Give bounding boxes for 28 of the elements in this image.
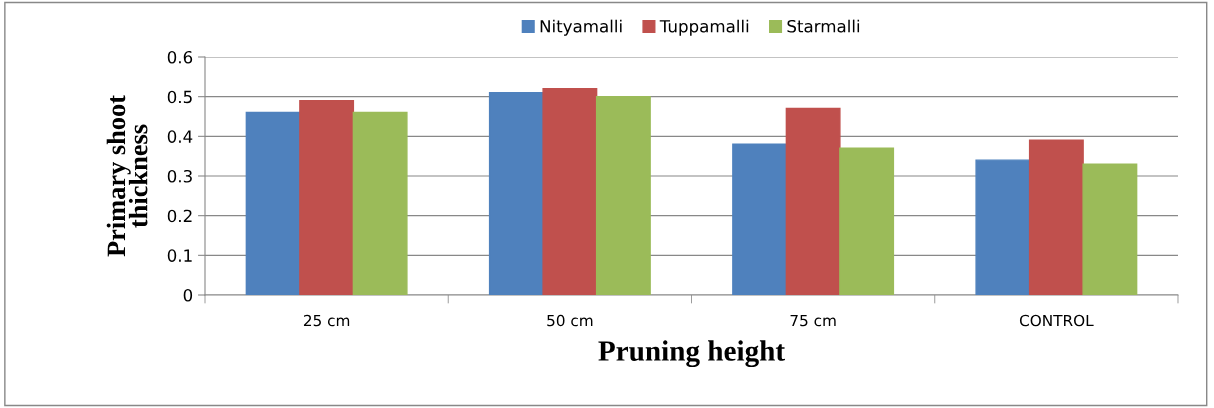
x-tick-label: 25 cm [303,314,350,327]
x-tick-label: CONTROL [1019,314,1094,327]
legend-label: Starmalli [787,19,860,33]
y-tick-label: 0.1 [167,249,192,262]
bar [542,88,598,295]
y-tick-label: 0.2 [167,209,192,223]
y-tick-label: 0.3 [167,169,192,183]
y-tick-label: 0.6 [167,50,193,64]
bar [975,159,1031,295]
y-axis-title: Primary shoot thickness [106,95,148,257]
bar [245,111,301,295]
bar [352,111,408,295]
bar [732,143,788,295]
bar [488,92,544,295]
bar [785,107,841,295]
x-tick-label: 50 cm [547,314,593,327]
legend-label: Nityamalli [540,19,622,36]
y-tick-label: 0 [183,288,193,302]
x-axis-title: Pruning height [598,340,785,368]
bar [1082,163,1138,295]
bar [839,147,895,295]
x-tick-label: 75 cm [790,314,836,327]
bar [1028,139,1084,295]
bar [299,99,355,295]
legend-label: Tuppamalli [659,19,749,36]
y-tick-label: 0.5 [167,90,192,104]
y-tick-label: 0.4 [167,130,193,143]
bar [595,95,651,295]
